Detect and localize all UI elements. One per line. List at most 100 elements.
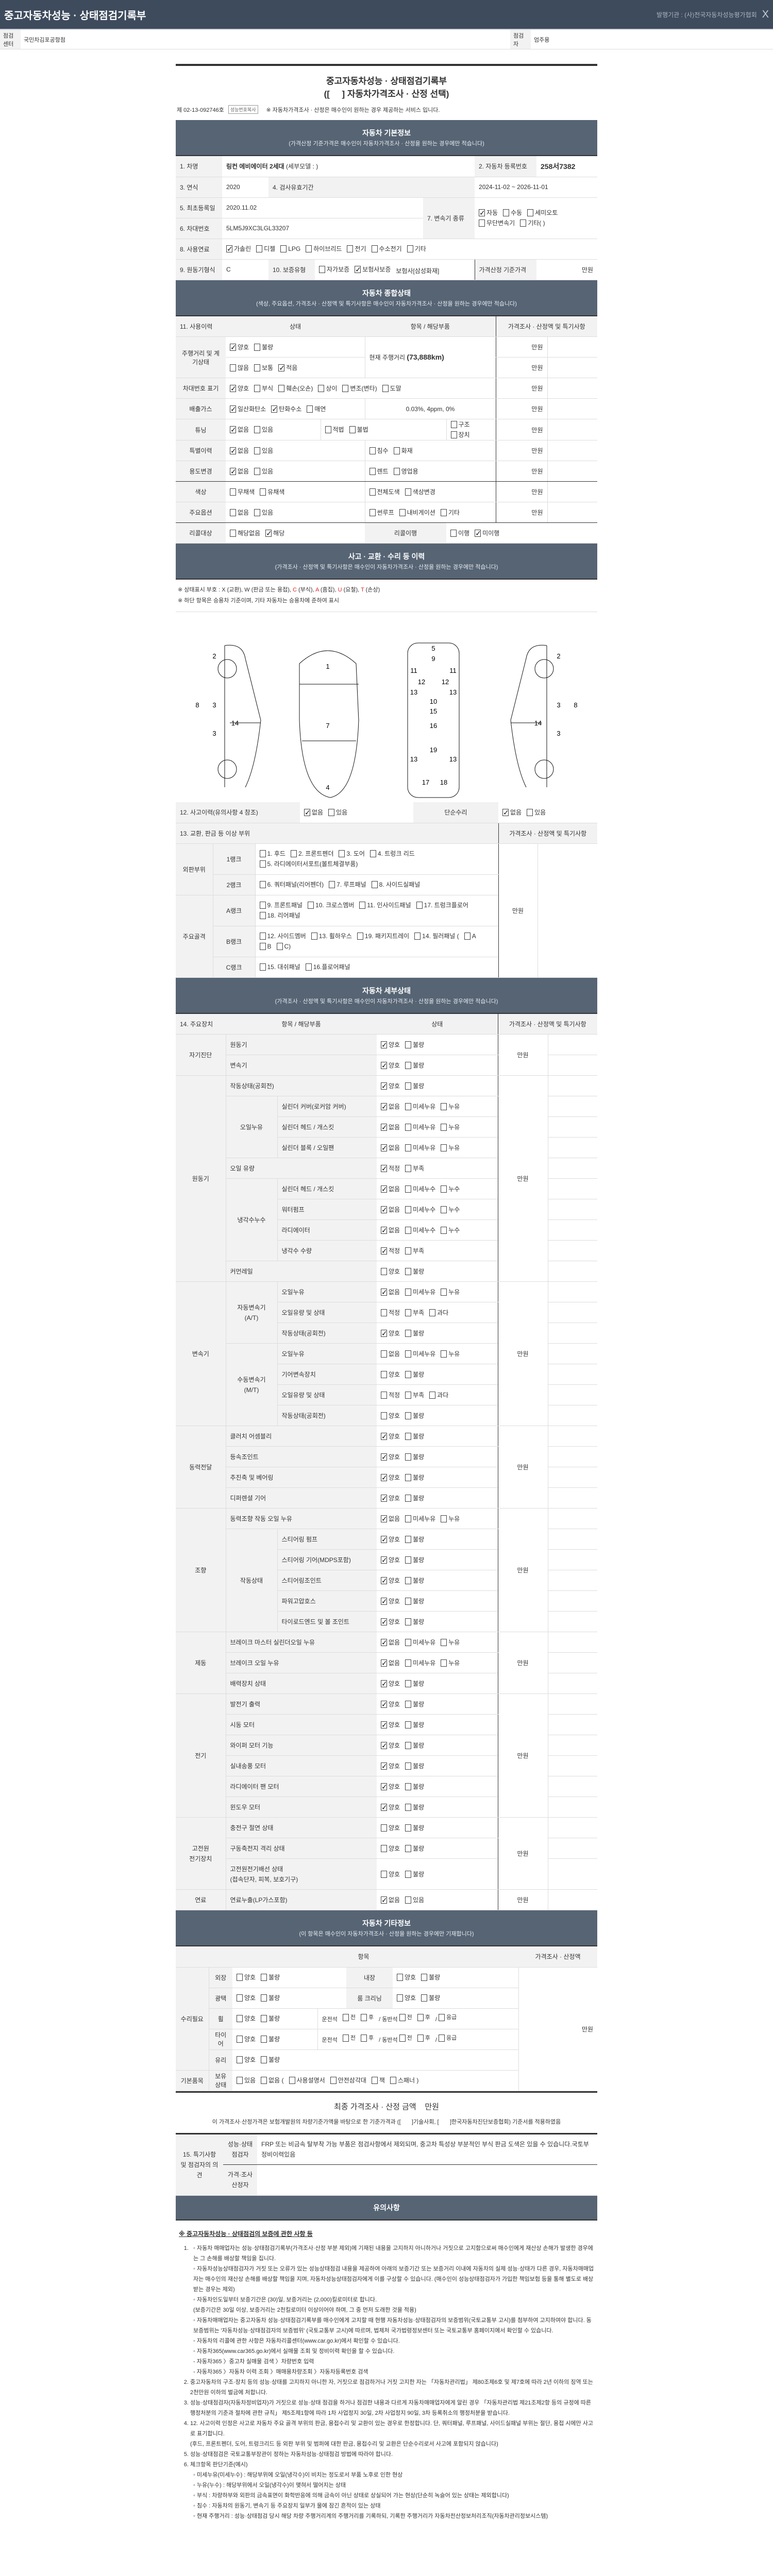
checkbox[interactable]	[405, 1144, 412, 1151]
checkbox[interactable]	[318, 384, 325, 392]
checkbox[interactable]	[304, 807, 311, 818]
checkbox[interactable]	[237, 2015, 243, 2022]
checkbox-option[interactable]: 누수	[441, 1184, 460, 1194]
checkbox[interactable]	[405, 1680, 412, 1687]
checkbox[interactable]	[319, 265, 325, 273]
checkbox[interactable]	[527, 808, 533, 816]
checkbox-option[interactable]: 불량	[405, 1679, 424, 1689]
checkbox-option[interactable]: 양호	[381, 1411, 400, 1421]
checkbox-option[interactable]: 후	[417, 2033, 430, 2043]
checkbox-option[interactable]: 14. 필러패널 (	[414, 931, 459, 941]
checkbox-option[interactable]: 누유	[441, 1658, 460, 1668]
checkbox-option[interactable]: 있음	[328, 807, 347, 818]
checkbox-option[interactable]: 양호	[381, 1782, 400, 1792]
checkbox[interactable]	[421, 1974, 428, 1981]
checkbox-option[interactable]: 수소전기	[371, 244, 402, 254]
checkbox[interactable]	[381, 1679, 388, 1689]
checkbox[interactable]	[359, 902, 366, 909]
checkbox[interactable]	[230, 425, 237, 435]
checkbox-option[interactable]: 많음	[230, 363, 249, 373]
checkbox-option[interactable]: 불량	[254, 342, 273, 352]
checkbox[interactable]	[230, 488, 236, 496]
checkbox-option[interactable]: LPG	[280, 244, 300, 254]
checkbox[interactable]	[421, 1994, 428, 2002]
checkbox-option[interactable]: 전기	[347, 244, 366, 254]
checkbox-option[interactable]: 양호	[381, 1720, 400, 1730]
checkbox-option[interactable]: 5. 라디에이터서포트(볼트체결부품)	[259, 859, 358, 869]
checkbox-option[interactable]: 변조(변타)	[342, 383, 377, 394]
checkbox[interactable]	[405, 1783, 412, 1790]
checkbox[interactable]	[405, 1638, 412, 1646]
checkbox-option[interactable]: 누유	[441, 1122, 460, 1132]
checkbox-option[interactable]: C)	[276, 941, 291, 952]
checkbox-option[interactable]: 미세누유	[405, 1658, 435, 1668]
checkbox[interactable]	[405, 1267, 412, 1275]
checkbox[interactable]	[405, 1453, 412, 1461]
checkbox-option[interactable]: 7. 루프패널	[329, 879, 366, 890]
checkbox[interactable]	[405, 1762, 412, 1770]
checkbox[interactable]	[381, 1870, 387, 1878]
checkbox-option[interactable]: 16.플로어패널	[305, 962, 350, 972]
checkbox[interactable]	[405, 1041, 412, 1048]
checkbox-option[interactable]: 양호	[381, 1761, 400, 1771]
checkbox[interactable]	[305, 963, 312, 971]
checkbox-option[interactable]: 불량	[405, 1534, 424, 1545]
checkbox[interactable]	[405, 1309, 412, 1316]
checkbox[interactable]	[405, 1515, 412, 1522]
checkbox-option[interactable]: 양호	[381, 1534, 400, 1545]
checkbox[interactable]	[381, 1246, 388, 1256]
checkbox-option[interactable]: 없음	[381, 1101, 400, 1112]
checkbox-option[interactable]: 적음	[278, 363, 297, 373]
checkbox-option[interactable]: 누유	[441, 1101, 460, 1112]
checkbox-option[interactable]: 과다	[429, 1390, 448, 1400]
checkbox[interactable]	[381, 1205, 388, 1215]
checkbox[interactable]	[381, 1472, 388, 1483]
checkbox-option[interactable]: 있음	[254, 466, 273, 477]
close-icon[interactable]: X	[762, 8, 769, 20]
checkbox[interactable]	[381, 1895, 388, 1905]
checkbox-option[interactable]: 양호	[381, 1575, 400, 1586]
checkbox-option[interactable]: 적정	[381, 1390, 400, 1400]
checkbox[interactable]	[381, 1412, 387, 1419]
checkbox[interactable]	[381, 1782, 388, 1792]
checkbox[interactable]	[381, 1101, 388, 1112]
checkbox-option[interactable]: 없음 (	[261, 2075, 284, 2086]
checkbox[interactable]	[355, 264, 361, 275]
checkbox[interactable]	[381, 1802, 388, 1812]
checkbox[interactable]	[254, 343, 261, 351]
checkbox[interactable]	[230, 446, 237, 456]
checkbox-option[interactable]: 누유	[441, 1514, 460, 1524]
checkbox[interactable]	[259, 850, 266, 857]
checkbox-option[interactable]: 운전석	[322, 2014, 338, 2025]
checkbox[interactable]	[405, 1370, 412, 1378]
checkbox-option[interactable]: 불량	[261, 2013, 280, 2024]
checkbox-option[interactable]: 양호	[237, 1972, 256, 1982]
checkbox[interactable]	[342, 2014, 349, 2021]
checkbox-option[interactable]: 자가보증	[319, 264, 349, 275]
checkbox-option[interactable]: 부식	[254, 383, 273, 394]
checkbox-option[interactable]: 11. 인사이드패널	[359, 900, 411, 910]
checkbox[interactable]	[441, 1288, 447, 1296]
checkbox[interactable]	[381, 1534, 388, 1545]
checkbox-option[interactable]: 전	[399, 2033, 412, 2043]
checkbox-option[interactable]: 없음	[381, 1637, 400, 1648]
checkbox-option[interactable]: 있음	[527, 807, 546, 818]
checkbox-option[interactable]: 부족	[405, 1163, 424, 1174]
checkbox[interactable]	[259, 963, 266, 971]
checkbox-option[interactable]: 기타	[407, 244, 426, 254]
checkbox-option[interactable]: 18. 리어패널	[259, 910, 300, 921]
checkbox-option[interactable]: 없음	[230, 507, 249, 518]
checkbox[interactable]	[405, 1659, 412, 1667]
checkbox-option[interactable]: 미세누유	[405, 1101, 435, 1112]
checkbox[interactable]	[369, 488, 376, 496]
checkbox[interactable]	[441, 1659, 447, 1667]
checkbox[interactable]	[369, 447, 376, 454]
checkbox-option[interactable]: 양호	[381, 1081, 400, 1091]
checkbox-option[interactable]: 도말	[382, 383, 401, 394]
checkbox-option[interactable]: 양호	[381, 1679, 400, 1689]
checkbox[interactable]	[256, 245, 263, 252]
checkbox-option[interactable]: 양호	[381, 1266, 400, 1277]
checkbox-option[interactable]: 색상변경	[405, 487, 435, 497]
checkbox[interactable]	[479, 219, 485, 227]
checkbox-option[interactable]: 해당없음	[230, 528, 260, 538]
